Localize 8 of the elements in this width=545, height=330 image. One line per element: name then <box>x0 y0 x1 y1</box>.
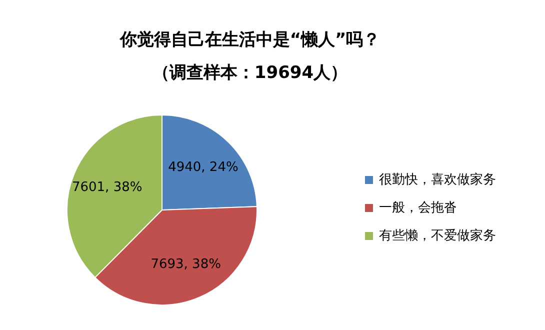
legend-label: 有些懒，不爱做家务 <box>379 228 496 244</box>
chart-title: 你觉得自己在生活中是“懒人”吗？ <box>118 30 380 50</box>
legend-label: 一般，会拖沓 <box>379 200 457 216</box>
data-label: 4940, 24% <box>168 160 238 175</box>
chart-subtitle: （调查样本：19694人） <box>152 63 348 83</box>
legend-label: 很勤快，喜欢做家务 <box>379 172 496 188</box>
data-label: 7601, 38% <box>72 180 142 195</box>
data-label: 7693, 38% <box>150 256 221 272</box>
